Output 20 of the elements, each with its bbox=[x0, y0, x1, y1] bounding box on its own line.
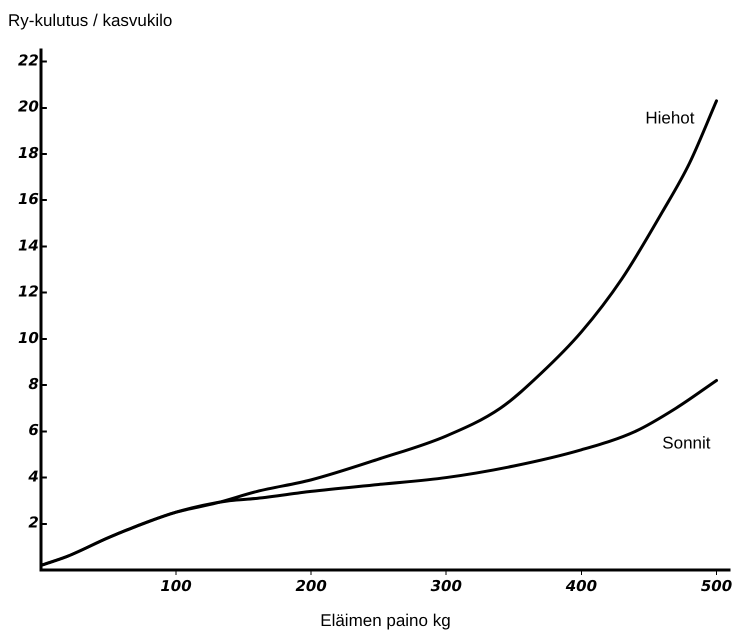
y-tick-label: 16 bbox=[18, 190, 39, 208]
x-tick-label: 300 bbox=[430, 576, 462, 595]
y-tick-label: 6 bbox=[28, 421, 39, 440]
y-tick-label: 22 bbox=[18, 51, 39, 70]
series-label: Hiehot bbox=[645, 108, 695, 128]
y-axis-title: Ry-kulutus / kasvukilo bbox=[8, 11, 172, 30]
y-tick-label: 20 bbox=[18, 98, 39, 116]
y-tick-label: 12 bbox=[18, 282, 39, 301]
x-tick-label: 200 bbox=[295, 576, 327, 595]
y-tick-label: 2 bbox=[28, 514, 39, 532]
y-tick-label: 18 bbox=[18, 144, 39, 162]
x-tick-label: 400 bbox=[564, 576, 598, 595]
y-tick-label: 10 bbox=[18, 328, 39, 347]
y-tick-label: 8 bbox=[28, 375, 39, 393]
series-label: Sonnit bbox=[662, 434, 711, 453]
x-tick-label: 500 bbox=[700, 576, 732, 595]
x-axis-title: Eläimen paino kg bbox=[320, 611, 451, 630]
x-tick-label: 100 bbox=[160, 576, 192, 595]
y-tick-label: 4 bbox=[27, 467, 39, 486]
y-tick-label: 14 bbox=[18, 236, 39, 254]
